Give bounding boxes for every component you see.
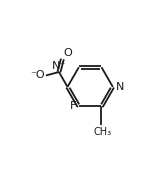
Text: CH₃: CH₃ [93,127,111,137]
Text: F: F [70,101,76,111]
Text: O: O [63,48,72,58]
Text: ⁻O: ⁻O [30,71,44,80]
Text: N: N [115,82,124,92]
Text: N⁺: N⁺ [52,61,66,71]
